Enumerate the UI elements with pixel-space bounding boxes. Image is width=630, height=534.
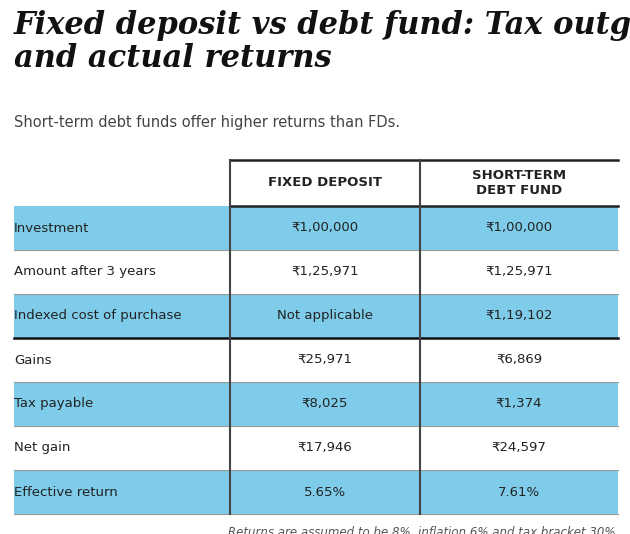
Text: ₹1,00,000: ₹1,00,000 bbox=[486, 222, 553, 234]
Text: Fixed deposit vs debt fund: Tax outgo
and actual returns: Fixed deposit vs debt fund: Tax outgo an… bbox=[14, 10, 630, 74]
Text: ₹8,025: ₹8,025 bbox=[302, 397, 348, 411]
Text: FIXED DEPOSIT: FIXED DEPOSIT bbox=[268, 177, 382, 190]
Bar bbox=[14, 470, 618, 514]
Text: Net gain: Net gain bbox=[14, 442, 71, 454]
Bar bbox=[14, 338, 618, 382]
Text: Indexed cost of purchase: Indexed cost of purchase bbox=[14, 310, 181, 323]
Text: ₹1,19,102: ₹1,19,102 bbox=[485, 310, 553, 323]
Text: SHORT-TERM
DEBT FUND: SHORT-TERM DEBT FUND bbox=[472, 169, 566, 197]
Text: ₹25,971: ₹25,971 bbox=[297, 354, 353, 366]
Text: Not applicable: Not applicable bbox=[277, 310, 373, 323]
Bar bbox=[14, 206, 618, 250]
Text: Gains: Gains bbox=[14, 354, 52, 366]
Bar bbox=[14, 160, 618, 206]
Text: Effective return: Effective return bbox=[14, 485, 118, 499]
Text: ₹1,25,971: ₹1,25,971 bbox=[485, 265, 553, 279]
Text: ₹6,869: ₹6,869 bbox=[496, 354, 542, 366]
Text: ₹24,597: ₹24,597 bbox=[491, 442, 546, 454]
Bar bbox=[14, 250, 618, 294]
Bar bbox=[14, 382, 618, 426]
Text: Short-term debt funds offer higher returns than FDs.: Short-term debt funds offer higher retur… bbox=[14, 115, 400, 130]
Bar bbox=[14, 426, 618, 470]
Text: ₹1,374: ₹1,374 bbox=[496, 397, 542, 411]
Text: ₹1,00,000: ₹1,00,000 bbox=[292, 222, 358, 234]
Bar bbox=[14, 294, 618, 338]
Text: ₹17,946: ₹17,946 bbox=[297, 442, 352, 454]
Text: 5.65%: 5.65% bbox=[304, 485, 346, 499]
Text: 7.61%: 7.61% bbox=[498, 485, 540, 499]
Text: Amount after 3 years: Amount after 3 years bbox=[14, 265, 156, 279]
Text: Tax payable: Tax payable bbox=[14, 397, 93, 411]
Text: Investment: Investment bbox=[14, 222, 89, 234]
Text: ₹1,25,971: ₹1,25,971 bbox=[291, 265, 359, 279]
Text: Returns are assumed to be 8%, inflation 6% and tax bracket 30%.: Returns are assumed to be 8%, inflation … bbox=[228, 526, 620, 534]
